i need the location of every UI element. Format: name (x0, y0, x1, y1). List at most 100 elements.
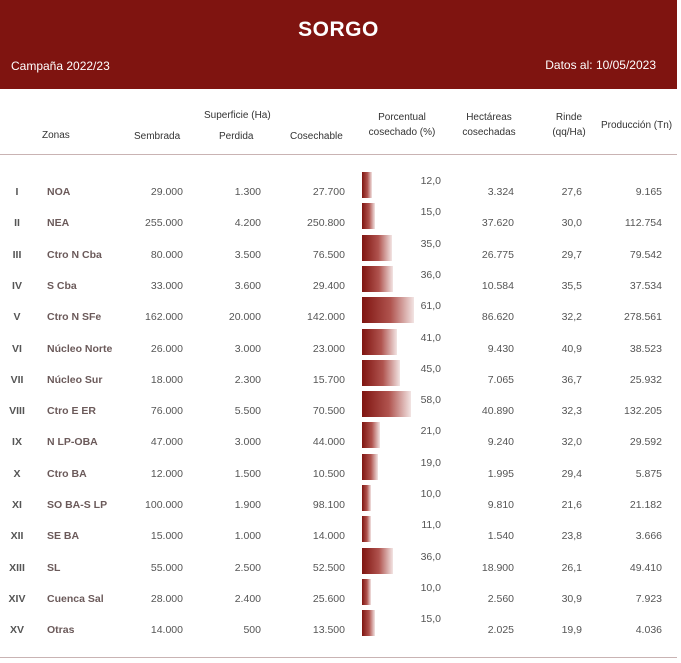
campaign-label: Campaña 2022/23 (11, 59, 110, 73)
header-banner: SORGO Campaña 2022/23 Datos al: 10/05/20… (0, 0, 677, 89)
perdida-value: 3.000 (234, 436, 261, 448)
cosechable-value: 142.000 (307, 311, 345, 323)
sembrada-value: 55.000 (150, 562, 183, 574)
footer-divider (0, 657, 677, 658)
zone-number: I (15, 186, 19, 198)
zone-number: XI (12, 499, 22, 511)
zone-name: Núcleo Norte (47, 343, 113, 355)
zone-name: Ctro N Cba (47, 249, 102, 261)
produccion-value: 25.932 (629, 374, 662, 386)
perdida-value: 1.500 (234, 468, 261, 480)
sembrada-value: 33.000 (150, 280, 183, 292)
hectareas-value: 9.430 (487, 343, 514, 355)
hectareas-value: 26.775 (481, 249, 514, 261)
sembrada-value: 80.000 (150, 249, 183, 261)
harvest-progress-bar (362, 485, 371, 511)
hectareas-value: 7.065 (487, 374, 514, 386)
hectareas-value: 1.995 (487, 468, 514, 480)
rinde-value: 32,3 (561, 405, 582, 417)
hectareas-value: 1.540 (487, 530, 514, 542)
hectareas-value: 10.584 (481, 280, 514, 292)
perdida-value: 500 (243, 624, 261, 636)
hectareas-value: 18.900 (481, 562, 514, 574)
harvest-percent-value: 15,0 (420, 206, 441, 218)
rinde-value: 27,6 (561, 186, 582, 198)
perdida-value: 2.400 (234, 593, 261, 605)
hectareas-value: 9.810 (487, 499, 514, 511)
harvest-progress-bar (362, 172, 372, 198)
harvest-percent-value: 11,0 (421, 519, 441, 531)
perdida-value: 1.300 (234, 186, 261, 198)
rinde-value: 21,6 (561, 499, 582, 511)
zone-number: XIV (8, 593, 26, 605)
sembrada-value: 18.000 (150, 374, 183, 386)
header-divider (0, 154, 677, 155)
rinde-value: 32,2 (561, 311, 582, 323)
zone-name: NOA (47, 186, 71, 198)
rinde-value: 26,1 (561, 562, 582, 574)
sembrada-value: 255.000 (145, 217, 183, 229)
zone-name: SE BA (47, 530, 80, 542)
produccion-value: 29.592 (629, 436, 662, 448)
cosechable-value: 15.700 (312, 374, 345, 386)
harvest-progress-bar (362, 266, 393, 292)
rinde-value: 30,9 (561, 593, 582, 605)
zone-name: S Cba (47, 280, 77, 292)
zone-name: SO BA-S LP (47, 499, 108, 511)
harvest-percent-value: 10,0 (420, 582, 441, 594)
data-date-label: Datos al: 10/05/2023 (545, 58, 656, 72)
col-header-perdida: Perdida (219, 131, 254, 142)
perdida-value: 2.300 (234, 374, 261, 386)
rinde-value: 36,7 (561, 374, 582, 386)
hectareas-value: 3.324 (487, 186, 514, 198)
perdida-value: 2.500 (234, 562, 261, 574)
col-header-produccion: Producción (Tn) (601, 120, 673, 131)
col-header-porcentual: Porcentual cosechado (%) (367, 110, 437, 140)
zone-number: IX (12, 436, 22, 448)
cosechable-value: 23.000 (312, 343, 345, 355)
col-header-rinde-line2: (qq/Ha) (552, 127, 586, 138)
produccion-value: 278.561 (624, 311, 662, 323)
produccion-value: 49.410 (629, 562, 662, 574)
rinde-value: 29,4 (561, 468, 582, 480)
sembrada-value: 100.000 (145, 499, 183, 511)
zone-number: II (14, 217, 20, 229)
perdida-value: 5.500 (234, 405, 261, 417)
perdida-value: 1.000 (234, 530, 261, 542)
cosechable-value: 14.000 (312, 530, 345, 542)
harvest-progress-bar (362, 203, 375, 229)
col-header-zonas: Zonas (42, 130, 70, 141)
col-header-cosechable: Cosechable (290, 131, 343, 142)
cosechable-value: 13.500 (312, 624, 345, 636)
zone-name: Cuenca Sal (47, 593, 104, 605)
harvest-percent-value: 15,0 (420, 613, 441, 625)
cosechable-value: 70.500 (312, 405, 345, 417)
harvest-progress-bar (362, 391, 411, 417)
hectareas-value: 40.890 (481, 405, 514, 417)
harvest-progress-bar (362, 360, 400, 386)
perdida-value: 3.600 (234, 280, 261, 292)
cosechable-value: 250.800 (307, 217, 345, 229)
perdida-value: 1.900 (234, 499, 261, 511)
harvest-percent-value: 36,0 (420, 551, 441, 563)
zone-number: XV (9, 624, 24, 636)
harvest-percent-value: 12,0 (420, 175, 441, 187)
col-header-rinde-line1: Rinde (555, 112, 583, 123)
sembrada-value: 29.000 (150, 186, 183, 198)
rinde-value: 35,5 (561, 280, 582, 292)
sembrada-value: 14.000 (150, 624, 183, 636)
col-header-hectareas: Hectáreas cosechadas (458, 110, 520, 140)
col-header-porcentual-line2: cosechado (%) (368, 127, 436, 138)
cosechable-value: 44.000 (312, 436, 345, 448)
sembrada-value: 15.000 (150, 530, 183, 542)
cosechable-value: 27.700 (312, 186, 345, 198)
hectareas-value: 2.560 (487, 593, 514, 605)
harvest-progress-bar (362, 297, 414, 323)
col-header-rinde: Rinde (qq/Ha) (548, 110, 590, 140)
col-header-hectareas-line1: Hectáreas (466, 112, 512, 123)
sembrada-value: 47.000 (150, 436, 183, 448)
rinde-value: 30,0 (561, 217, 582, 229)
harvest-progress-bar (362, 454, 378, 480)
produccion-value: 3.666 (635, 530, 662, 542)
col-header-porcentual-line1: Porcentual (378, 112, 426, 123)
